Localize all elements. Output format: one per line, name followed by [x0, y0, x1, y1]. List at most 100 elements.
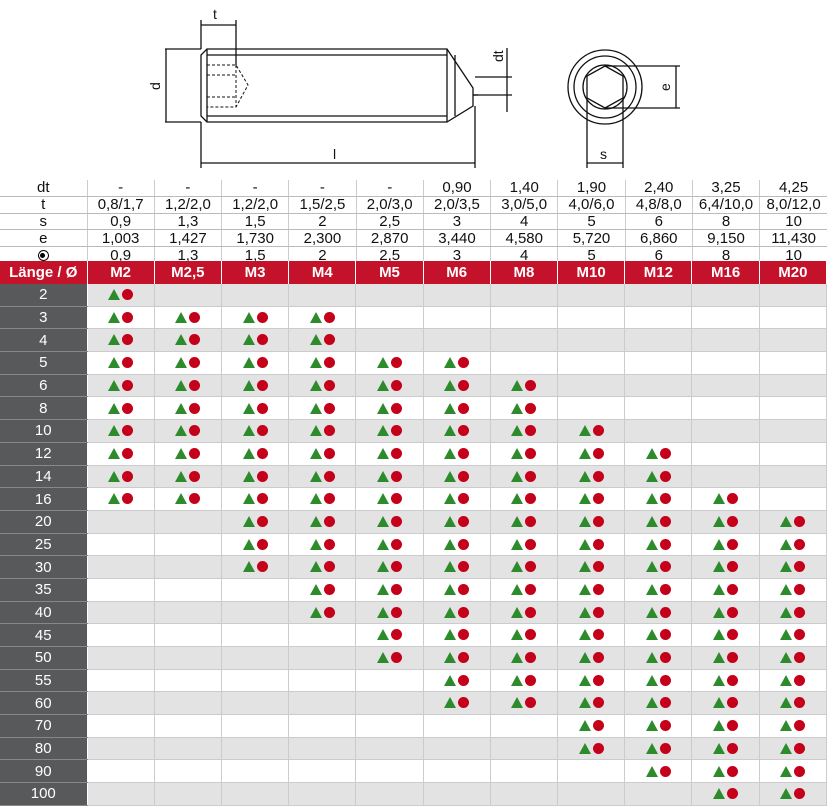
green-triangle-icon [444, 697, 457, 709]
green-triangle-icon [309, 425, 322, 437]
spec-value: 1,427 [154, 229, 223, 248]
availability-cell [759, 714, 827, 738]
green-triangle-icon [444, 515, 457, 527]
availability-cell [624, 351, 693, 375]
availability-cell [624, 442, 693, 466]
green-triangle-icon [444, 674, 457, 686]
green-triangle-icon [376, 425, 389, 437]
table-row: 10 [0, 419, 827, 443]
availability-cell [87, 442, 155, 466]
availability-cell [288, 306, 357, 330]
green-triangle-icon [578, 674, 591, 686]
availability-cell [355, 669, 424, 693]
availability-cell [759, 396, 827, 421]
availability-cell [423, 284, 491, 307]
red-circle-icon [592, 447, 604, 459]
green-triangle-icon [645, 765, 658, 777]
availability-cell [691, 646, 760, 670]
availability-cell [423, 510, 491, 534]
green-triangle-icon [578, 493, 591, 505]
green-triangle-icon [108, 311, 121, 323]
red-circle-icon [727, 765, 739, 777]
availability-cell [288, 533, 357, 557]
availability-cell [691, 510, 760, 534]
availability-cell [355, 442, 424, 466]
availability-cell [490, 442, 559, 466]
red-circle-icon [794, 788, 806, 800]
red-circle-icon [592, 720, 604, 732]
table-row: 3 [0, 306, 827, 330]
spec-value: 5 [557, 213, 626, 231]
availability-cell [423, 555, 491, 579]
green-triangle-icon [780, 584, 793, 596]
green-triangle-icon [108, 334, 121, 346]
table-row: 8 [0, 396, 827, 421]
green-triangle-icon [511, 425, 524, 437]
availability-cell [288, 328, 357, 353]
availability-cell [557, 284, 626, 307]
spec-value: 1,90 [557, 180, 626, 197]
length-label: 45 [0, 623, 88, 647]
table-row: 6 [0, 374, 827, 398]
spec-value: 1,2/2,0 [154, 196, 223, 214]
spec-value: 2,300 [288, 229, 357, 248]
spec-value: 6 [625, 213, 693, 231]
availability-cell [624, 759, 693, 784]
availability-cell [490, 396, 559, 421]
length-label: 4 [0, 328, 88, 353]
spec-value: - [87, 180, 155, 197]
availability-cell [423, 465, 491, 489]
availability-cell [759, 442, 827, 466]
green-triangle-icon [645, 720, 658, 732]
availability-cell [355, 601, 424, 625]
availability-cell [557, 691, 626, 716]
green-triangle-icon [242, 561, 255, 573]
red-circle-icon [592, 470, 604, 482]
availability-cell [624, 374, 693, 398]
size-header: M3 [221, 261, 290, 284]
availability-cell [87, 510, 155, 534]
green-triangle-icon [175, 425, 188, 437]
red-circle-icon [323, 584, 335, 596]
green-triangle-icon [578, 584, 591, 596]
green-triangle-icon [511, 697, 524, 709]
red-circle-icon [122, 357, 134, 369]
availability-cell [490, 623, 559, 647]
green-triangle-icon [242, 379, 255, 391]
availability-cell [154, 601, 222, 625]
availability-cell [759, 419, 827, 443]
availability-cell [423, 442, 491, 466]
red-circle-icon [659, 515, 671, 527]
red-circle-icon [525, 606, 537, 618]
availability-cell [221, 533, 290, 557]
table-row: 60 [0, 691, 827, 716]
red-circle-icon [727, 493, 739, 505]
red-circle-icon [256, 379, 268, 391]
green-triangle-icon [713, 538, 726, 550]
red-circle-icon [794, 720, 806, 732]
availability-cell [423, 487, 491, 511]
availability-cell [87, 328, 155, 353]
availability-cell [557, 510, 626, 534]
green-triangle-icon [780, 652, 793, 664]
availability-cell [154, 555, 222, 579]
availability-cell [221, 759, 290, 784]
green-triangle-icon [713, 674, 726, 686]
green-triangle-icon [444, 425, 457, 437]
table-row: 12 [0, 442, 827, 466]
spec-value: 4,580 [490, 229, 559, 248]
green-triangle-icon [511, 674, 524, 686]
green-triangle-icon [175, 493, 188, 505]
availability-cell [490, 759, 559, 784]
availability-cell [154, 487, 222, 511]
availability-cell [288, 465, 357, 489]
green-triangle-icon [578, 538, 591, 550]
corner-label: Länge / Ø [0, 261, 88, 284]
green-triangle-icon [578, 515, 591, 527]
red-circle-icon [189, 334, 201, 346]
red-circle-icon [323, 606, 335, 618]
availability-cell [423, 669, 491, 693]
green-triangle-icon [444, 606, 457, 618]
availability-cell [423, 601, 491, 625]
spec-value: 1,2/2,0 [221, 196, 290, 214]
